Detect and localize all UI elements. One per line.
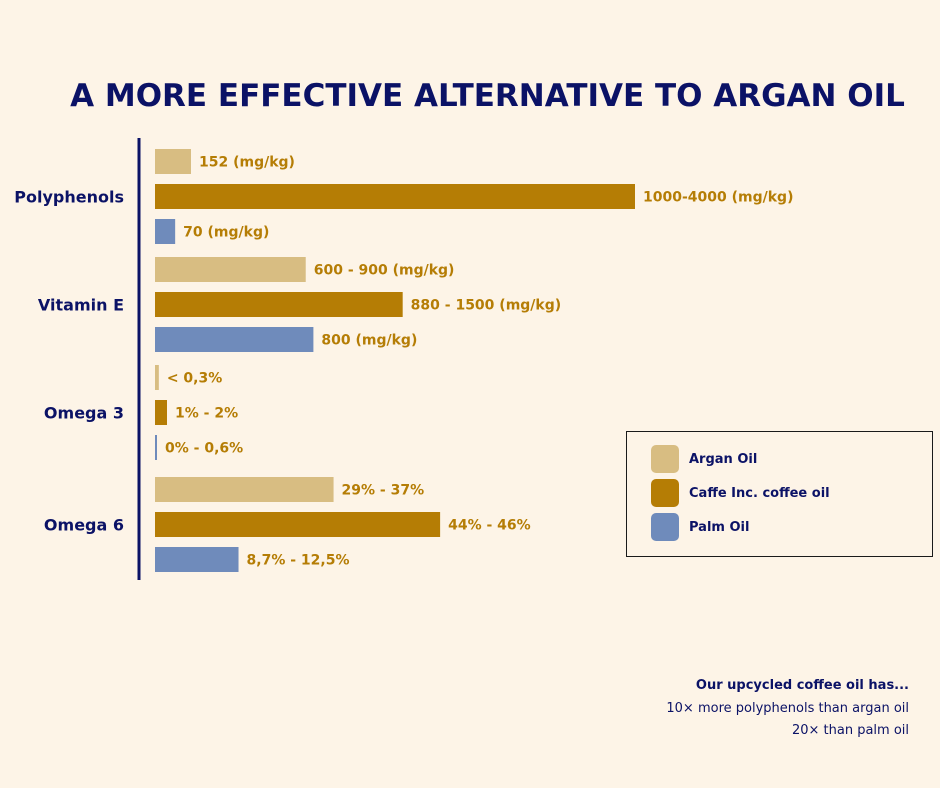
chart-legend: Argan Oil Caffe Inc. coffee oil Palm Oil	[626, 431, 933, 557]
bar-vitamin-e-argan-oil	[155, 257, 306, 282]
bar-polyphenols-caffe-inc-coffee-oil	[155, 184, 635, 209]
bar-omega-3-argan-oil	[155, 365, 159, 390]
bar-polyphenols-palm-oil	[155, 219, 176, 244]
legend-item-argan: Argan Oil	[651, 444, 757, 474]
note-heading: Our upcycled coffee oil has...	[695, 678, 909, 693]
legend-label-palm: Palm Oil	[689, 519, 750, 535]
data-label-omega-3-argan-oil: < 0,3%	[167, 371, 222, 387]
chart-title: A MORE EFFECTIVE ALTERNATIVE TO ARGAN OI…	[70, 78, 905, 114]
data-label-omega-6-palm-oil: 8,7% - 12,5%	[247, 553, 350, 569]
legend-swatch-palm	[651, 513, 679, 541]
data-label-polyphenols-palm-oil: 70 (mg/kg)	[183, 225, 269, 241]
legend-swatch-coffee	[651, 479, 679, 507]
data-label-vitamin-e-palm-oil: 800 (mg/kg)	[321, 333, 417, 349]
category-label-polyphenols: Polyphenols	[14, 188, 124, 207]
category-label-omega-3: Omega 3	[44, 404, 124, 423]
bar-omega-3-caffe-inc-coffee-oil	[155, 400, 167, 425]
bar-omega-6-palm-oil	[155, 547, 239, 572]
legend-label-coffee: Caffe Inc. coffee oil	[689, 485, 830, 501]
legend-label-argan: Argan Oil	[689, 451, 758, 467]
data-label-vitamin-e-caffe-inc-coffee-oil: 880 - 1500 (mg/kg)	[411, 298, 561, 314]
bar-omega-6-caffe-inc-coffee-oil	[155, 512, 441, 537]
legend-swatch-argan	[651, 445, 679, 473]
bar-polyphenols-argan-oil	[155, 149, 191, 174]
data-label-polyphenols-caffe-inc-coffee-oil: 1000-4000 (mg/kg)	[643, 190, 793, 206]
category-label-vitamin-e: Vitamin E	[38, 296, 124, 315]
data-label-omega-6-argan-oil: 29% - 37%	[342, 483, 425, 499]
note-line-1: 10× more polyphenols than argan oil	[666, 701, 909, 716]
data-label-omega-6-caffe-inc-coffee-oil: 44% - 46%	[448, 518, 531, 534]
bar-omega-3-palm-oil	[155, 435, 157, 460]
category-label-omega-6: Omega 6	[44, 516, 124, 535]
bar-vitamin-e-caffe-inc-coffee-oil	[155, 292, 403, 317]
data-label-omega-3-palm-oil: 0% - 0,6%	[165, 441, 243, 457]
legend-item-palm: Palm Oil	[651, 512, 749, 542]
bar-vitamin-e-palm-oil	[155, 327, 314, 352]
data-label-polyphenols-argan-oil: 152 (mg/kg)	[199, 155, 295, 171]
note-line-2: 20× than palm oil	[791, 723, 909, 738]
data-label-omega-3-caffe-inc-coffee-oil: 1% - 2%	[175, 406, 238, 422]
data-label-vitamin-e-argan-oil: 600 - 900 (mg/kg)	[314, 263, 455, 279]
bar-omega-6-argan-oil	[155, 477, 334, 502]
legend-item-coffee: Caffe Inc. coffee oil	[651, 478, 830, 508]
